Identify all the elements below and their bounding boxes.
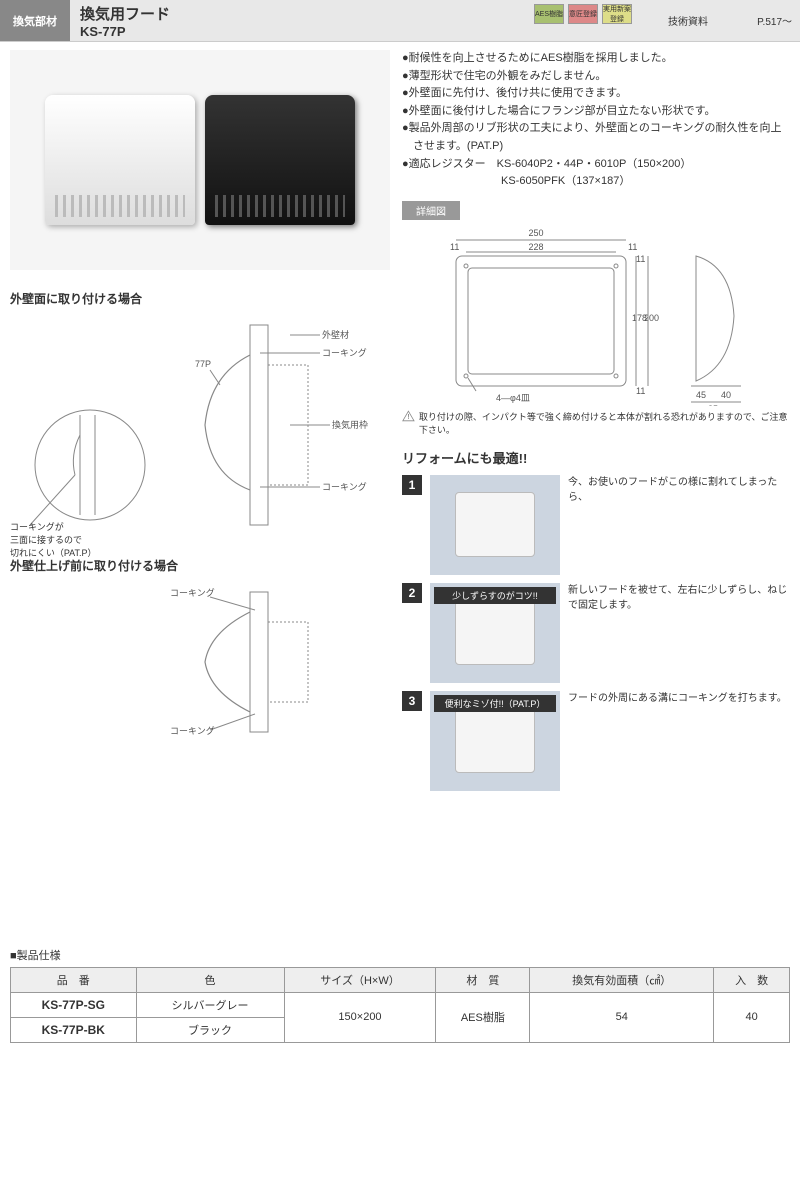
- svg-text:換気用枠: 換気用枠: [332, 419, 368, 430]
- svg-text:11: 11: [628, 242, 637, 252]
- bullet: ●適応レジスター KS-6040P2・44P・6010P（150×200）: [402, 156, 790, 174]
- spec-label: ■製品仕様: [10, 947, 800, 963]
- category-tab: 換気部材: [0, 0, 70, 41]
- bullet: ●耐候性を向上させるためにAES樹脂を採用しました。: [402, 50, 790, 68]
- reform-step-3: 3 便利なミゾ付!!（PAT.P） フードの外周にある溝にコーキングを打ちます。: [402, 691, 790, 791]
- cell-area: 54: [530, 992, 714, 1042]
- product-photo: [10, 50, 390, 270]
- reform-title: リフォームにも最適!!: [402, 448, 790, 467]
- step-number: 1: [402, 475, 422, 495]
- reform-step-2: 2 少しずらすのがコツ!! 新しいフードを被せて、左右に少しずらし、ねじで固定し…: [402, 583, 790, 683]
- svg-text:コーキング: コーキング: [170, 587, 215, 598]
- bullet: ●製品外周部のリブ形状の工夫により、外壁面とのコーキングの耐久性を向上させます。…: [402, 120, 790, 155]
- step-text: 新しいフードを被せて、左右に少しずらし、ねじで固定します。: [568, 583, 790, 613]
- svg-text:外壁材: 外壁材: [322, 329, 349, 340]
- th: 換気有効面積（㎠）: [530, 967, 714, 992]
- hood-black-photo: [205, 95, 355, 225]
- title-block: 換気用フード KS-77P: [70, 0, 530, 41]
- svg-text:45: 45: [696, 390, 706, 400]
- svg-text:250: 250: [528, 228, 543, 238]
- cell-material: AES樹脂: [436, 992, 530, 1042]
- install-case1-title: 外壁面に取り付ける場合: [10, 290, 390, 307]
- step-image: [430, 475, 560, 575]
- ref-label: 技術資料: [668, 13, 708, 28]
- cell-color: シルバーグレー: [136, 992, 284, 1017]
- hood-white-photo: [45, 95, 195, 225]
- install-case2-title: 外壁仕上げ前に取り付ける場合: [10, 557, 390, 574]
- svg-text:11: 11: [636, 254, 645, 264]
- th: 品 番: [11, 967, 137, 992]
- bullet: ●外壁面に後付けした場合にフランジ部が目立たない形状です。: [402, 103, 790, 121]
- svg-text:178: 178: [632, 313, 647, 323]
- svg-text:!: !: [407, 412, 409, 421]
- install-diagram-1: 外壁材 コーキング 77P 換気用枠 コーキング コーキングが 三面に接するので…: [10, 315, 390, 545]
- step-number: 2: [402, 583, 422, 603]
- detail-label: 詳細図: [402, 201, 460, 220]
- svg-text:228: 228: [528, 242, 543, 252]
- svg-text:85: 85: [708, 404, 718, 406]
- th: サイズ（H×W）: [284, 967, 436, 992]
- feature-bullets: ●耐候性を向上させるためにAES樹脂を採用しました。 ●薄型形状で住宅の外観をみ…: [402, 50, 790, 191]
- badges: AES樹脂 意匠登録 実用新案登録: [530, 0, 660, 41]
- warning-icon: !: [402, 410, 415, 422]
- detail-diagram: 250 228 11 11 200 178 11 11 4—φ4皿 45: [402, 226, 790, 406]
- svg-text:11: 11: [450, 242, 459, 252]
- table-header-row: 品 番 色 サイズ（H×W） 材 質 換気有効面積（㎠） 入 数: [11, 967, 790, 992]
- bullet: ●外壁面に先付け、後付け共に使用できます。: [402, 85, 790, 103]
- cell-model: KS-77P-BK: [11, 1017, 137, 1042]
- step-number: 3: [402, 691, 422, 711]
- cell-model: KS-77P-SG: [11, 992, 137, 1017]
- badge-aes: AES樹脂: [534, 4, 564, 24]
- step-image: 便利なミゾ付!!（PAT.P）: [430, 691, 560, 791]
- step-caption: 少しずらすのがコツ!!: [434, 587, 556, 604]
- bullet: ●薄型形状で住宅の外観をみだしません。: [402, 68, 790, 86]
- step-text: フードの外周にある溝にコーキングを打ちます。: [568, 691, 790, 706]
- reform-step-1: 1 今、お使いのフードがこの様に割れてしまったら、: [402, 475, 790, 575]
- spec-table: 品 番 色 サイズ（H×W） 材 質 換気有効面積（㎠） 入 数 KS-77P-…: [10, 967, 790, 1043]
- th: 入 数: [714, 967, 790, 992]
- warning: ! 取り付けの際、インパクト等で強く締め付けると本体が割れる恐れがありますので、…: [402, 410, 790, 436]
- cell-size: 150×200: [284, 992, 436, 1042]
- bullet: KS-6050PFK（137×187）: [402, 173, 790, 191]
- ref-page: P.517〜: [757, 13, 792, 28]
- step-caption: 便利なミゾ付!!（PAT.P）: [434, 695, 556, 712]
- caulk-note: コーキングが 三面に接するので 切れにくい（PAT.P）: [10, 520, 97, 559]
- svg-text:77P: 77P: [195, 359, 211, 369]
- th: 色: [136, 967, 284, 992]
- cell-qty: 40: [714, 992, 790, 1042]
- step-text: 今、お使いのフードがこの様に割れてしまったら、: [568, 475, 790, 505]
- svg-text:コーキング: コーキング: [322, 347, 367, 358]
- cell-color: ブラック: [136, 1017, 284, 1042]
- model-number: KS-77P: [80, 24, 520, 39]
- step-image: 少しずらすのがコツ!!: [430, 583, 560, 683]
- svg-text:4—φ4皿: 4—φ4皿: [496, 393, 530, 403]
- badge-utility: 実用新案登録: [602, 4, 632, 24]
- th: 材 質: [436, 967, 530, 992]
- warning-text: 取り付けの際、インパクト等で強く締め付けると本体が割れる恐れがありますので、ご注…: [419, 410, 790, 436]
- table-row: KS-77P-SG シルバーグレー 150×200 AES樹脂 54 40: [11, 992, 790, 1017]
- badge-design: 意匠登録: [568, 4, 598, 24]
- svg-text:40: 40: [721, 390, 731, 400]
- reference-block: 技術資料 P.517〜: [660, 0, 800, 41]
- svg-text:コーキング: コーキング: [170, 725, 215, 736]
- product-name: 換気用フード: [80, 3, 520, 24]
- svg-text:11: 11: [636, 386, 645, 396]
- svg-text:コーキング: コーキング: [322, 481, 367, 492]
- install-diagram-2: コーキング コーキング: [10, 582, 390, 742]
- header: 換気部材 換気用フード KS-77P AES樹脂 意匠登録 実用新案登録 技術資…: [0, 0, 800, 42]
